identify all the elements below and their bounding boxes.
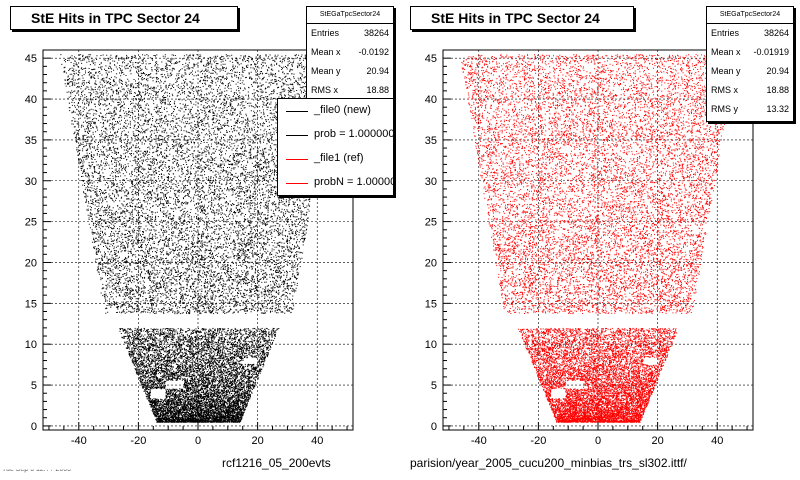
y-tick-label: 25 — [425, 217, 437, 229]
stats-box-name: StEGaTpcSector24 — [707, 7, 793, 24]
y-tick-label: 15 — [25, 298, 37, 310]
x-tick-label: 20 — [651, 435, 663, 447]
x-tick-label: -20 — [530, 435, 546, 447]
y-tick-label: 40 — [425, 94, 437, 106]
file-caption-left: rcf1216_05_200evts — [222, 456, 331, 470]
data-points — [60, 54, 337, 423]
file-caption-right: parision/year_2005_cucu200_minbias_trs_s… — [410, 456, 687, 470]
y-tick-label: 40 — [25, 94, 37, 106]
y-tick-label: 25 — [25, 217, 37, 229]
y-tick-label: 0 — [31, 421, 37, 433]
axes: -40 -20 0 20 40 0 5 10 15 20 25 30 35 40 45 — [25, 49, 348, 447]
legend-entry-file1: _file1 (ref) — [278, 147, 393, 171]
data-points — [461, 54, 737, 423]
stats-row-entries: Entries 38264 — [711, 28, 789, 38]
x-tick-label: -40 — [71, 435, 87, 447]
x-tick-label: 40 — [311, 435, 323, 447]
legend-entry-prob: prob = 1.000000 — [278, 123, 393, 147]
legend-entry-probn: probN = 1.000000 — [278, 171, 393, 195]
y-tick-label: 10 — [425, 339, 437, 351]
y-tick-label: 0 — [431, 421, 437, 433]
stats-row-rms-x: RMS x 18.88 — [711, 85, 789, 95]
plot-title-left: StE Hits in TPC Sector 24 — [10, 6, 238, 30]
stats-row-rms-y: RMS y 13.32 — [711, 104, 789, 114]
x-tick-label: -20 — [130, 435, 146, 447]
x-tick-label: 20 — [251, 435, 263, 447]
stats-row-mean-x: Mean x -0.01919 — [711, 47, 789, 57]
stats-box-name: StEGaTpcSector24 — [307, 7, 393, 24]
stats-box-left: StEGaTpcSector24 Entries 38264 Mean x -0.0… — [306, 6, 394, 104]
x-tick-label: 40 — [711, 435, 723, 447]
stats-row-rms-x: RMS x 18.88 — [311, 85, 389, 95]
scatter-plot-right: -40 -20 0 20 40 0 5 10 15 20 25 30 35 40 45 — [425, 49, 754, 447]
y-tick-label: 10 — [25, 339, 37, 351]
x-tick-label: 0 — [195, 435, 201, 447]
legend-box: _file0 (new) prob = 1.000000 _file1 (ref… — [277, 98, 394, 196]
y-tick-label: 15 — [425, 298, 437, 310]
y-tick-label: 5 — [431, 380, 437, 392]
stats-row-mean-y: Mean y 20.94 — [311, 66, 389, 76]
axes: -40 -20 0 20 40 0 5 10 15 20 25 30 35 40 45 — [425, 49, 748, 447]
y-tick-label: 45 — [425, 53, 437, 65]
y-tick-label: 20 — [25, 257, 37, 269]
stats-row-mean-y: Mean y 20.94 — [711, 66, 789, 76]
y-tick-label: 35 — [25, 135, 37, 147]
y-tick-label: 35 — [425, 135, 437, 147]
stats-row-mean-x: Mean x -0.0192 — [311, 47, 389, 57]
y-tick-label: 20 — [425, 257, 437, 269]
x-tick-label: 0 — [595, 435, 601, 447]
scatter-plot-left: -40 -20 0 20 40 0 5 10 15 20 25 30 35 40 45 — [25, 49, 354, 447]
y-tick-label: 30 — [425, 176, 437, 188]
plot-title-right: StE Hits in TPC Sector 24 — [410, 6, 634, 30]
stats-row-entries: Entries 38264 — [311, 28, 389, 38]
footer-fragment: Tue Sep 6 12:?? 2005 — [2, 466, 72, 474]
y-tick-label: 30 — [25, 176, 37, 188]
y-tick-label: 45 — [25, 53, 37, 65]
y-tick-label: 5 — [31, 380, 37, 392]
stats-box-right: StEGaTpcSector24 Entries 38264 Mean x -0.0… — [706, 6, 794, 122]
x-tick-label: -40 — [471, 435, 487, 447]
legend-entry-file0: _file0 (new) — [278, 99, 393, 123]
